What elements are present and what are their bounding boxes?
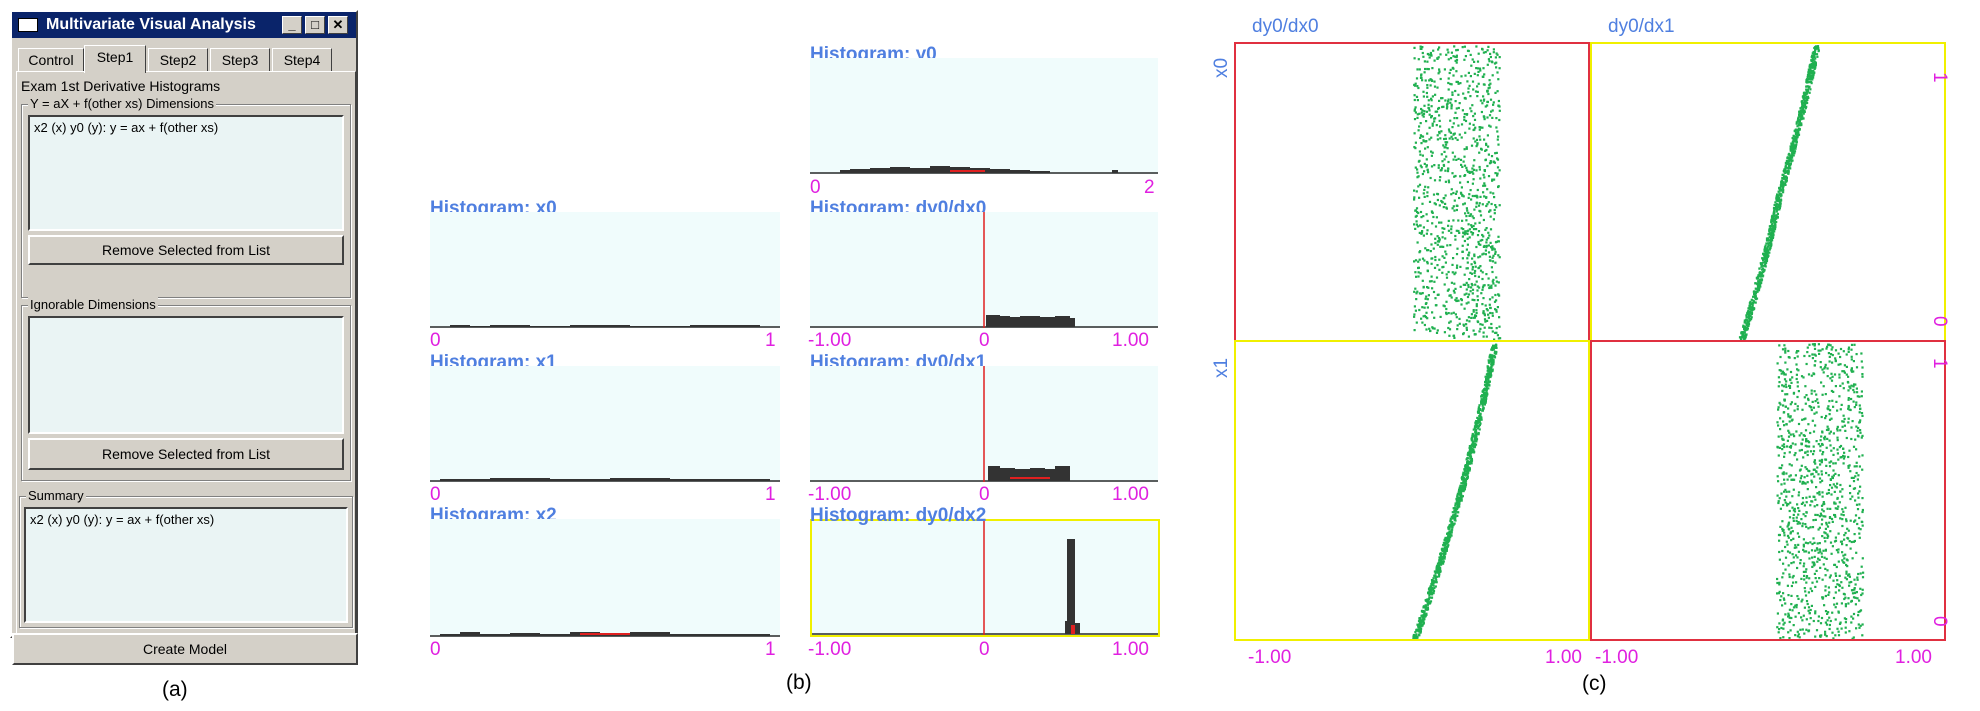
scatter-ymin-label-1: 0 [1929,616,1950,627]
ignorable-group: Ignorable Dimensions Remove Selected fro… [21,297,351,481]
y0-min-label: 0 [810,177,821,198]
dydx1-max-label: 1.00 [1112,484,1149,505]
tab-step3[interactable]: Step3 [210,48,270,72]
hist-svg-x2 [430,632,780,637]
summary-list[interactable]: x2 (x) y0 (y): y = ax + f(other xs) [24,507,348,623]
scatter-xmin-label-0: -1.00 [1248,647,1292,668]
dydx0-max-label: 1.00 [1112,330,1149,351]
ignorable-group-label: Ignorable Dimensions [28,297,158,312]
create-model-button[interactable]: Create Model [12,633,358,665]
hist-svg-dydx0 [810,212,1158,328]
scatter-svg [1234,42,1946,641]
x0-min-label: 0 [430,330,441,351]
hist-plot-dydx2[interactable] [810,519,1160,637]
dimensions-list[interactable]: x2 (x) y0 (y): y = ax + f(other xs) [28,115,344,231]
dydx2-min-label: -1.00 [808,639,852,660]
maximize-button[interactable]: □ [305,16,325,34]
row-label-x1: x1 [1211,357,1232,378]
hist-plot-x0 [430,212,780,328]
window-title: Multivariate Visual Analysis [46,16,256,33]
minimize-button[interactable]: _ [282,16,302,34]
scatter-ymax-label-1: 1 [1929,358,1950,369]
summary-group: Summary x2 (x) y0 (y): y = ax + f(other … [19,488,353,628]
dydx2-mid-label: 0 [979,639,990,660]
col-label-dydx1: dy0/dx1 [1608,16,1675,37]
x2-max-label: 1 [765,639,776,660]
hist-svg-dydx1 [810,366,1158,482]
scatter-ymax-label-0: 1 [1929,72,1950,83]
list-item[interactable]: x2 (x) y0 (y): y = ax + f(other xs) [34,120,219,135]
remove-ignorable-button[interactable]: Remove Selected from List [28,438,344,470]
app-icon [18,18,38,32]
hist-svg-dydx2 [812,521,1158,635]
tab-step2[interactable]: Step2 [148,48,208,72]
hist-plot-x2 [430,519,780,637]
close-button[interactable]: ✕ [328,16,348,34]
scatter-ymin-label-0: 0 [1929,316,1950,327]
dydx0-min-label: -1.00 [808,330,852,351]
hist-plot-y0 [810,58,1158,174]
tab-step1[interactable]: Step1 [84,45,146,73]
dydx1-min-label: -1.00 [808,484,852,505]
hist-plot-dydx0 [810,212,1158,328]
hist-plot-dydx1 [810,366,1158,482]
row-label-x0: x0 [1211,57,1232,78]
hist-svg-y0 [810,166,1158,174]
caption-a: (a) [162,678,188,701]
y0-max-label: 2 [1144,177,1155,198]
dimensions-group-label: Y = aX + f(other xs) Dimensions [28,96,217,111]
summary-group-label: Summary [26,488,86,503]
hist-svg-x1 [430,478,780,482]
caption-b: (b) [786,671,812,694]
x1-min-label: 0 [430,484,441,505]
dydx1-mid-label: 0 [979,484,990,505]
list-item[interactable]: x2 (x) y0 (y): y = ax + f(other xs) [30,512,215,527]
hist-title-dydx2: Histogram: dy0/dx2 [810,505,987,526]
scatter-xmin-label-1: -1.00 [1595,647,1639,668]
scatter-xmax-label-0: 1.00 [1545,647,1582,668]
dydx0-mid-label: 0 [979,330,990,351]
x0-max-label: 1 [765,330,776,351]
section-heading: Exam 1st Derivative Histograms [21,78,221,94]
dimensions-group: Y = aX + f(other xs) Dimensions x2 (x) y… [21,96,351,298]
scatter-xmax-label-1: 1.00 [1895,647,1932,668]
x2-min-label: 0 [430,639,441,660]
tab-control[interactable]: Control [18,48,84,72]
caption-c: (c) [1582,672,1607,695]
scatter-matrix[interactable] [1234,42,1946,642]
tab-panel: Exam 1st Derivative Histograms Y = aX + … [16,71,356,634]
dydx2-max-label: 1.00 [1112,639,1149,660]
tab-step4[interactable]: Step4 [272,48,332,72]
hist-svg-x0 [430,325,780,328]
remove-dimensions-button[interactable]: Remove Selected from List [28,235,344,265]
ignorable-list[interactable] [28,316,344,434]
x1-max-label: 1 [765,484,776,505]
hist-plot-x1 [430,366,780,482]
title-bar[interactable]: Multivariate Visual Analysis _ □ ✕ [12,12,356,38]
col-label-dydx0: dy0/dx0 [1252,16,1319,37]
app-window: Multivariate Visual Analysis _ □ ✕ Contr… [10,10,358,638]
